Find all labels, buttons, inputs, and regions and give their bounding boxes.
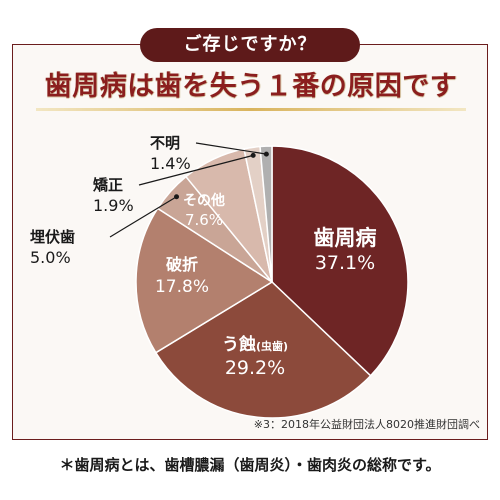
slice-label-5: 矯正	[93, 176, 123, 194]
question-badge: ご存じですか？	[140, 28, 360, 62]
leader-dot-5	[250, 152, 256, 158]
definition-note: ＊歯周病とは、歯槽膿漏（歯周炎）・歯肉炎の総称です。	[59, 456, 441, 474]
slice-value-4: 7.6%	[185, 211, 223, 229]
leader-line-6	[195, 142, 267, 155]
slice-label-3: 埋伏歯	[30, 228, 75, 246]
slice-label-2: 破折	[166, 255, 198, 274]
slice-label-6: 不明	[150, 134, 180, 152]
slice-label-1: う蝕(虫歯)	[222, 334, 288, 355]
source-note: ※3：2018年公益財団法人8020推進財団調べ	[253, 418, 480, 431]
pie-slice-1	[154, 281, 372, 419]
headline-underline	[36, 108, 466, 111]
slice-value-0: 37.1%	[315, 252, 375, 274]
slice-value-5: 1.9%	[93, 196, 134, 215]
pie-slice-6	[259, 145, 273, 283]
pie-slice-2	[135, 207, 274, 354]
slice-label-4: その他	[183, 192, 225, 209]
headline: 歯周病は歯を失う１番の原因です	[44, 71, 458, 102]
slice-value-2: 17.8%	[155, 277, 209, 297]
leader-line-5	[138, 154, 254, 186]
slice-label-0: 歯周病	[314, 226, 377, 250]
slice-value-3: 5.0%	[30, 248, 71, 267]
leader-dot-6	[263, 151, 269, 157]
slice-value-1: 29.2%	[225, 357, 285, 379]
slice-value-6: 1.4%	[150, 154, 191, 173]
leader-dot-3	[174, 194, 180, 200]
leader-line-3	[109, 196, 177, 238]
pie-slice-0	[271, 145, 409, 377]
